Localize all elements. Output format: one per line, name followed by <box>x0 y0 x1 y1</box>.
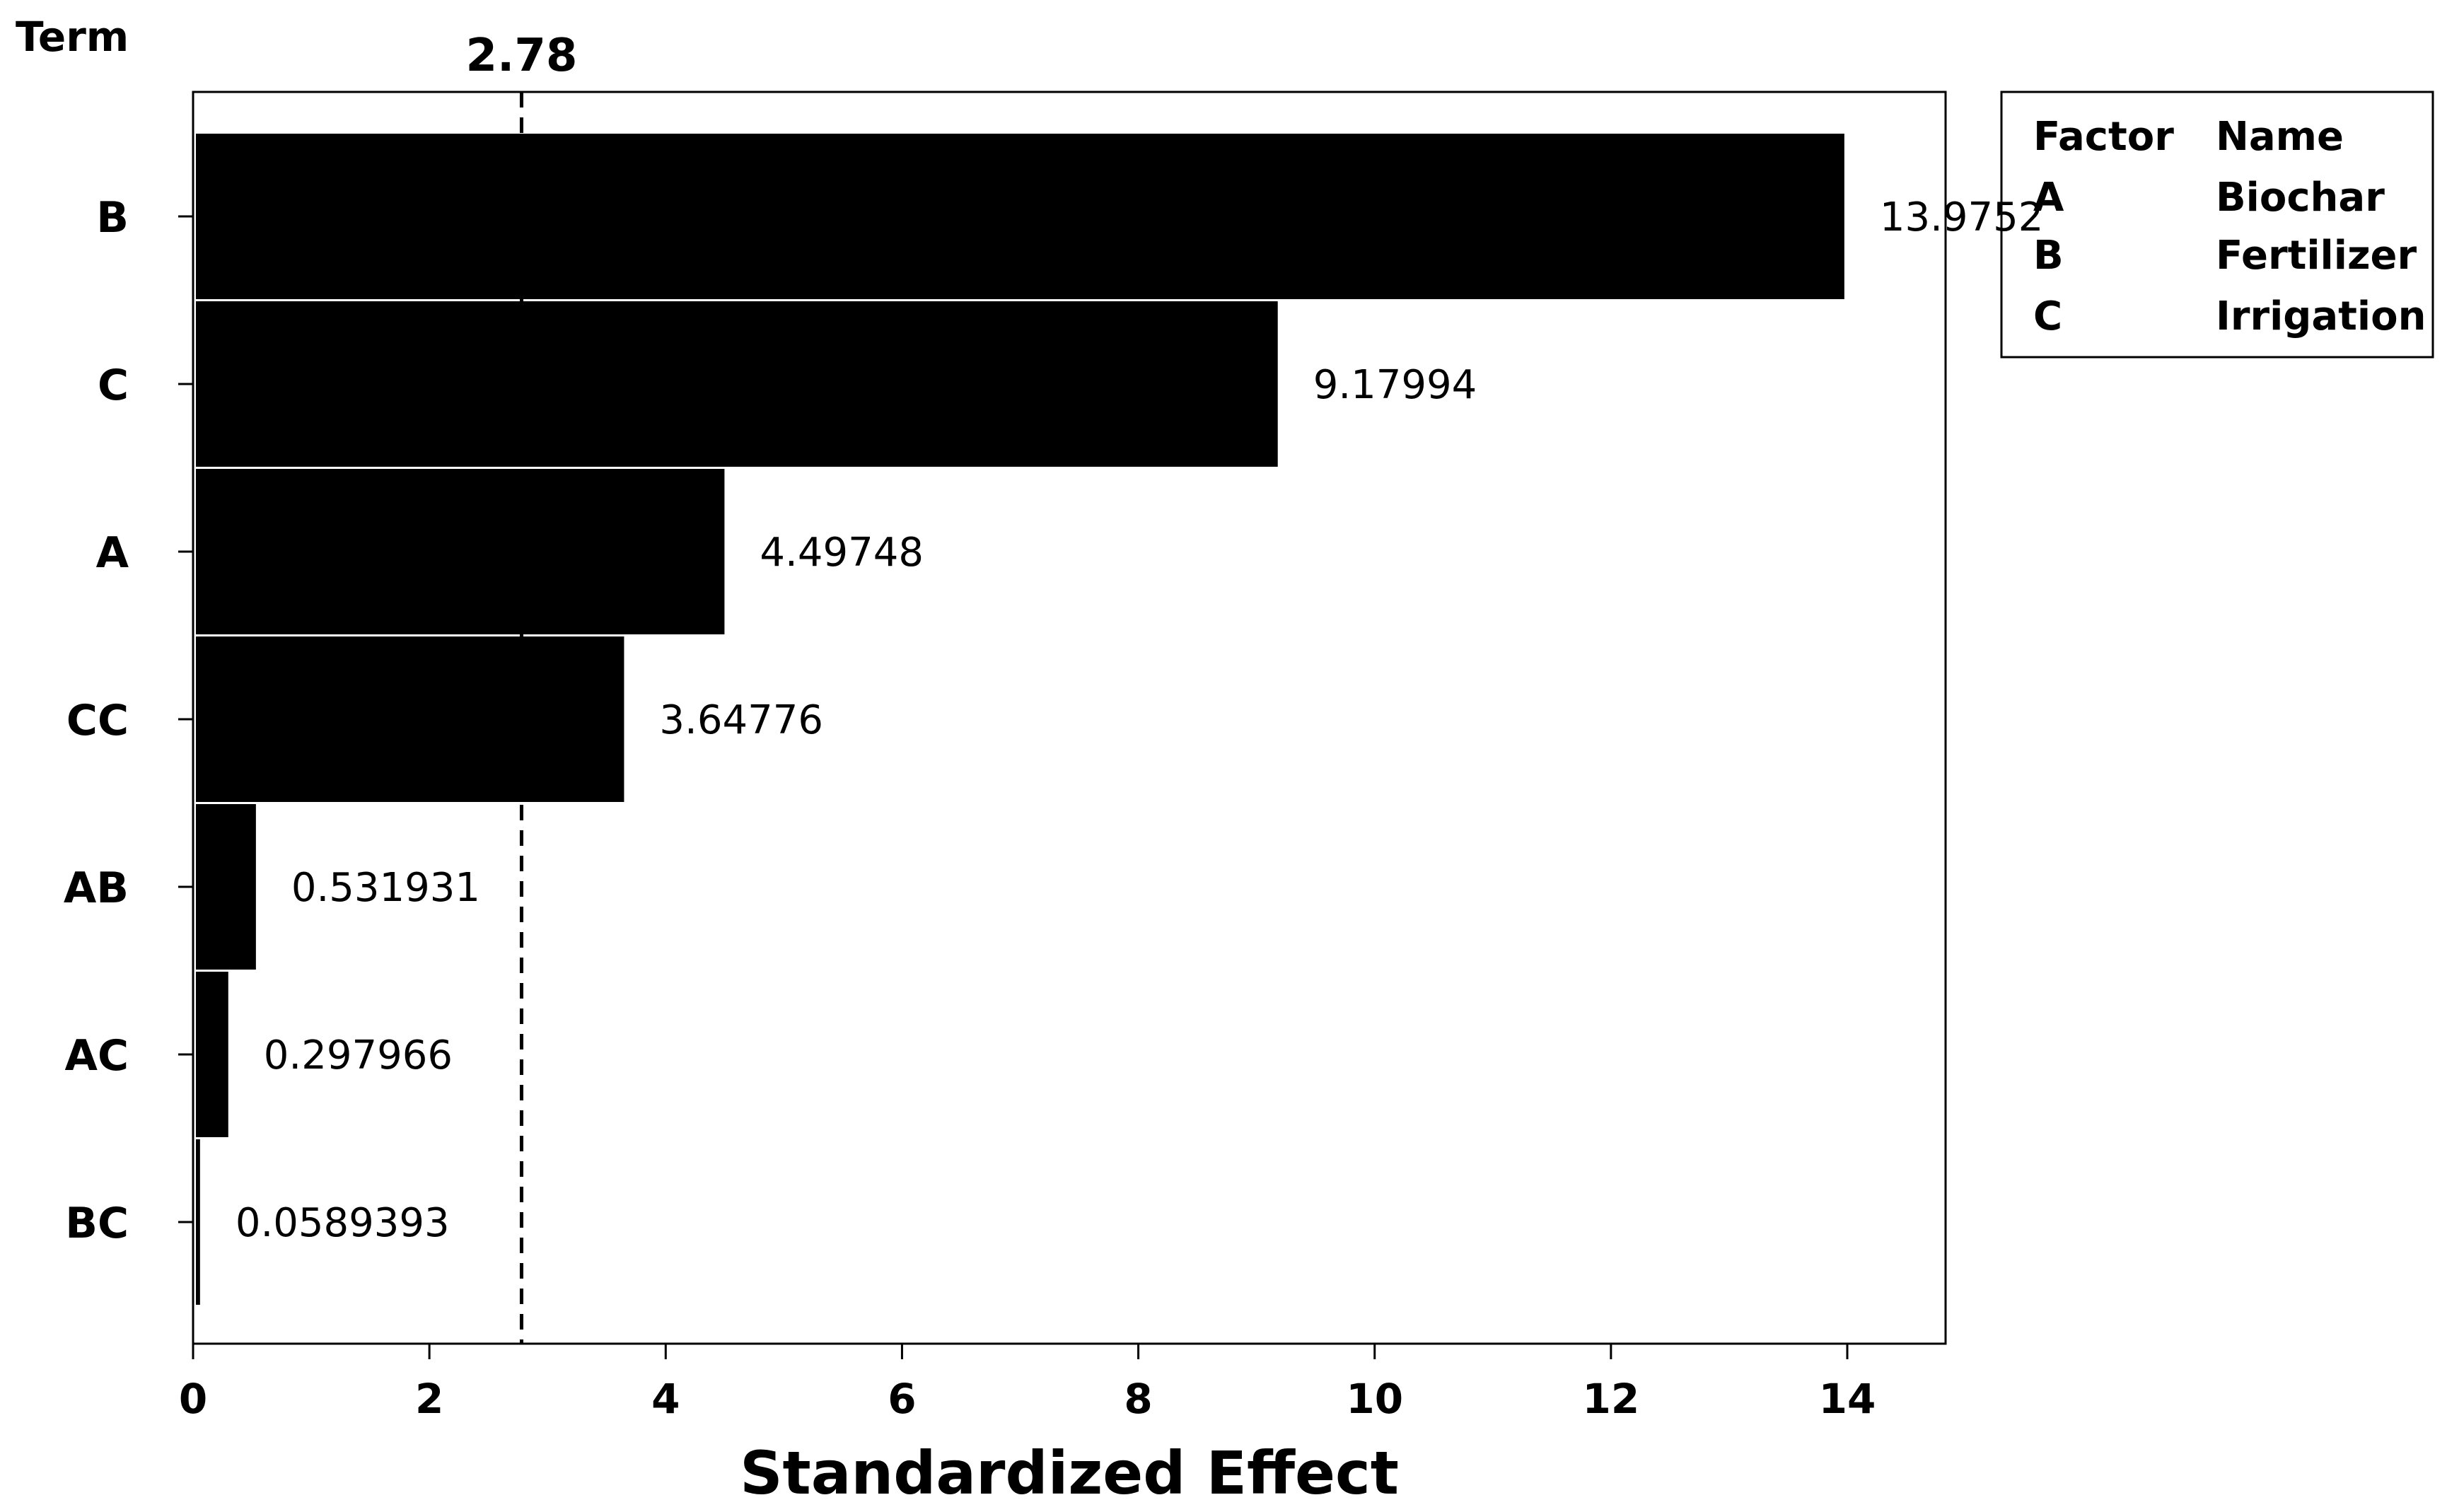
value-label-b: 13.9752 <box>1880 194 2044 240</box>
y-tick-label-a: A <box>96 528 129 578</box>
legend-header-factor: Factor <box>2033 114 2174 160</box>
x-tick-label-12: 12 <box>1582 1375 1639 1423</box>
x-tick-label-10: 10 <box>1346 1375 1403 1423</box>
x-axis: 0 2 4 6 8 10 12 14 <box>179 1344 1876 1423</box>
bar-cc <box>196 636 624 802</box>
legend-header-name: Name <box>2216 114 2344 160</box>
bar-bc <box>196 1139 200 1305</box>
plot-frame <box>192 91 1947 1345</box>
x-axis-title: Standardized Effect <box>740 1438 1399 1508</box>
reference-line-label: 2.78 <box>466 30 578 82</box>
x-tick-label-6: 6 <box>888 1375 916 1423</box>
bar-ac <box>196 972 228 1137</box>
legend-name-irrigation: Irrigation <box>2216 293 2426 339</box>
y-axis-title: Term <box>16 13 129 61</box>
y-tick-label-b: B <box>96 193 129 243</box>
y-tick-label-ac: AC <box>65 1031 129 1081</box>
x-tick-label-2: 2 <box>415 1375 443 1423</box>
bars-group: 13.9752 9.17994 4.49748 3.64776 0.531931 0.29… <box>196 134 2043 1305</box>
y-tick-label-ab: AB <box>64 863 129 913</box>
y-tick-label-bc: BC <box>65 1199 129 1248</box>
y-tick-label-c: C <box>98 361 129 410</box>
value-label-cc: 3.64776 <box>659 697 823 743</box>
bar-c <box>196 301 1278 467</box>
value-label-bc: 0.0589393 <box>236 1200 450 1246</box>
x-tick-label-8: 8 <box>1124 1375 1152 1423</box>
reference-line-group: 2.78 <box>466 30 578 1344</box>
x-tick-label-0: 0 <box>179 1375 207 1423</box>
bar-ab <box>196 804 256 970</box>
x-tick-label-14: 14 <box>1819 1375 1876 1423</box>
value-label-ab: 0.531931 <box>291 865 480 911</box>
legend-name-biochar: Biochar <box>2216 175 2385 221</box>
legend-factor-b: B <box>2033 233 2064 279</box>
legend-box <box>2000 91 2434 359</box>
legend: Factor Name A Biochar B Fertilizer C Irr… <box>2000 91 2434 359</box>
legend-factor-c: C <box>2033 293 2062 339</box>
value-label-ac: 0.297966 <box>264 1033 453 1078</box>
value-label-a: 4.49748 <box>760 530 924 576</box>
bar-b <box>196 134 1844 299</box>
bar-a <box>196 469 725 634</box>
value-label-c: 9.17994 <box>1313 362 1477 408</box>
x-tick-label-4: 4 <box>651 1375 680 1423</box>
legend-name-fertilizer: Fertilizer <box>2216 233 2417 279</box>
legend-factor-a: A <box>2033 175 2064 221</box>
y-tick-label-cc: CC <box>66 696 129 745</box>
